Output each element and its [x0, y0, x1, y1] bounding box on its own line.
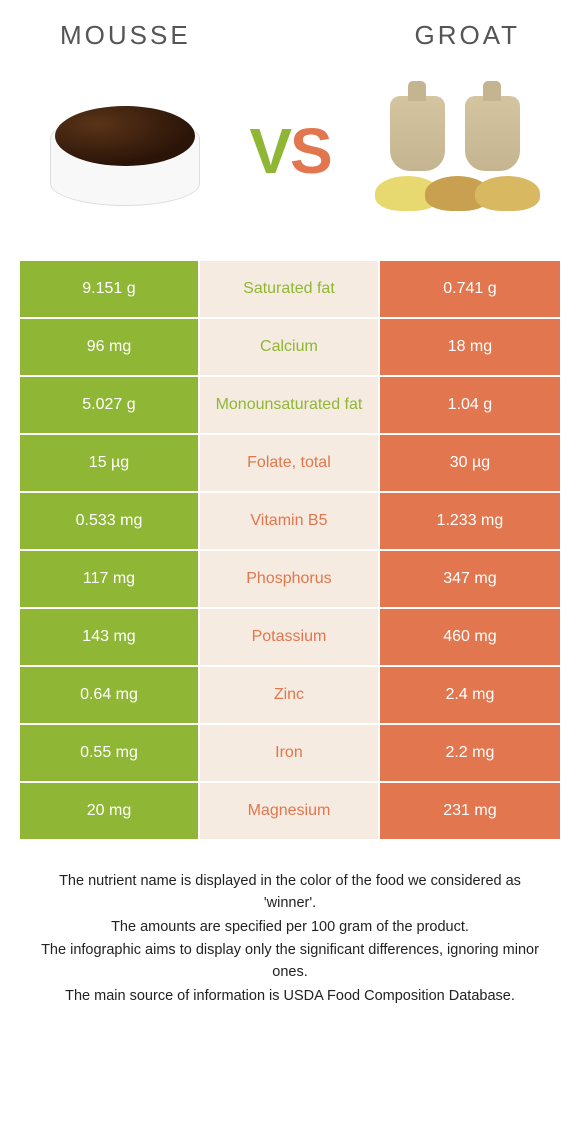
- nutrient-row: 0.533 mgVitamin B51.233 mg: [20, 493, 560, 551]
- right-value-cell: 2.2 mg: [380, 725, 560, 781]
- left-value-cell: 143 mg: [20, 609, 200, 665]
- nutrient-row: 20 mgMagnesium231 mg: [20, 783, 560, 841]
- left-value-cell: 9.151 g: [20, 261, 200, 317]
- nutrient-row: 0.64 mgZinc2.4 mg: [20, 667, 560, 725]
- vs-letter-v: V: [249, 114, 290, 188]
- footer-notes: The nutrient name is displayed in the co…: [20, 841, 560, 1008]
- right-value-cell: 460 mg: [380, 609, 560, 665]
- left-value-cell: 117 mg: [20, 551, 200, 607]
- left-value-cell: 96 mg: [20, 319, 200, 375]
- nutrient-row: 15 µgFolate, total30 µg: [20, 435, 560, 493]
- nutrient-label-cell: Iron: [200, 725, 380, 781]
- nutrient-label-cell: Calcium: [200, 319, 380, 375]
- nutrient-row: 143 mgPotassium460 mg: [20, 609, 560, 667]
- nutrient-label-cell: Monounsaturated fat: [200, 377, 380, 433]
- nutrient-row: 117 mgPhosphorus347 mg: [20, 551, 560, 609]
- nutrient-label-cell: Saturated fat: [200, 261, 380, 317]
- right-value-cell: 1.04 g: [380, 377, 560, 433]
- nutrient-table: 9.151 gSaturated fat0.741 g96 mgCalcium1…: [20, 261, 560, 841]
- footer-line: The main source of information is USDA F…: [40, 986, 540, 1008]
- footer-line: The nutrient name is displayed in the co…: [40, 871, 540, 915]
- mousse-illustration: [50, 96, 200, 206]
- vs-badge: VS: [249, 114, 330, 188]
- nutrient-row: 0.55 mgIron2.2 mg: [20, 725, 560, 783]
- right-food-title: GROAT: [414, 20, 520, 51]
- nutrient-label-cell: Folate, total: [200, 435, 380, 491]
- nutrient-label-cell: Vitamin B5: [200, 493, 380, 549]
- left-food-title: MOUSSE: [60, 20, 191, 51]
- left-value-cell: 0.64 mg: [20, 667, 200, 723]
- nutrient-label-cell: Zinc: [200, 667, 380, 723]
- nutrient-row: 5.027 gMonounsaturated fat1.04 g: [20, 377, 560, 435]
- right-value-cell: 231 mg: [380, 783, 560, 839]
- nutrient-label-cell: Potassium: [200, 609, 380, 665]
- right-value-cell: 18 mg: [380, 319, 560, 375]
- right-value-cell: 2.4 mg: [380, 667, 560, 723]
- nutrient-label-cell: Phosphorus: [200, 551, 380, 607]
- left-value-cell: 15 µg: [20, 435, 200, 491]
- comparison-infographic: MOUSSE GROAT VS 9.151 gSaturated fat0.74…: [0, 0, 580, 1144]
- nutrient-row: 96 mgCalcium18 mg: [20, 319, 560, 377]
- vs-letter-s: S: [290, 114, 331, 188]
- right-value-cell: 30 µg: [380, 435, 560, 491]
- left-value-cell: 0.533 mg: [20, 493, 200, 549]
- left-value-cell: 5.027 g: [20, 377, 200, 433]
- right-value-cell: 1.233 mg: [380, 493, 560, 549]
- nutrient-row: 9.151 gSaturated fat0.741 g: [20, 261, 560, 319]
- images-row: VS: [20, 71, 560, 231]
- footer-line: The amounts are specified per 100 gram o…: [40, 917, 540, 939]
- right-food-image: [365, 81, 545, 221]
- right-value-cell: 347 mg: [380, 551, 560, 607]
- right-value-cell: 0.741 g: [380, 261, 560, 317]
- left-value-cell: 20 mg: [20, 783, 200, 839]
- left-food-image: [35, 81, 215, 221]
- footer-line: The infographic aims to display only the…: [40, 940, 540, 984]
- groat-illustration: [365, 86, 545, 216]
- left-value-cell: 0.55 mg: [20, 725, 200, 781]
- header-row: MOUSSE GROAT: [20, 20, 560, 51]
- nutrient-label-cell: Magnesium: [200, 783, 380, 839]
